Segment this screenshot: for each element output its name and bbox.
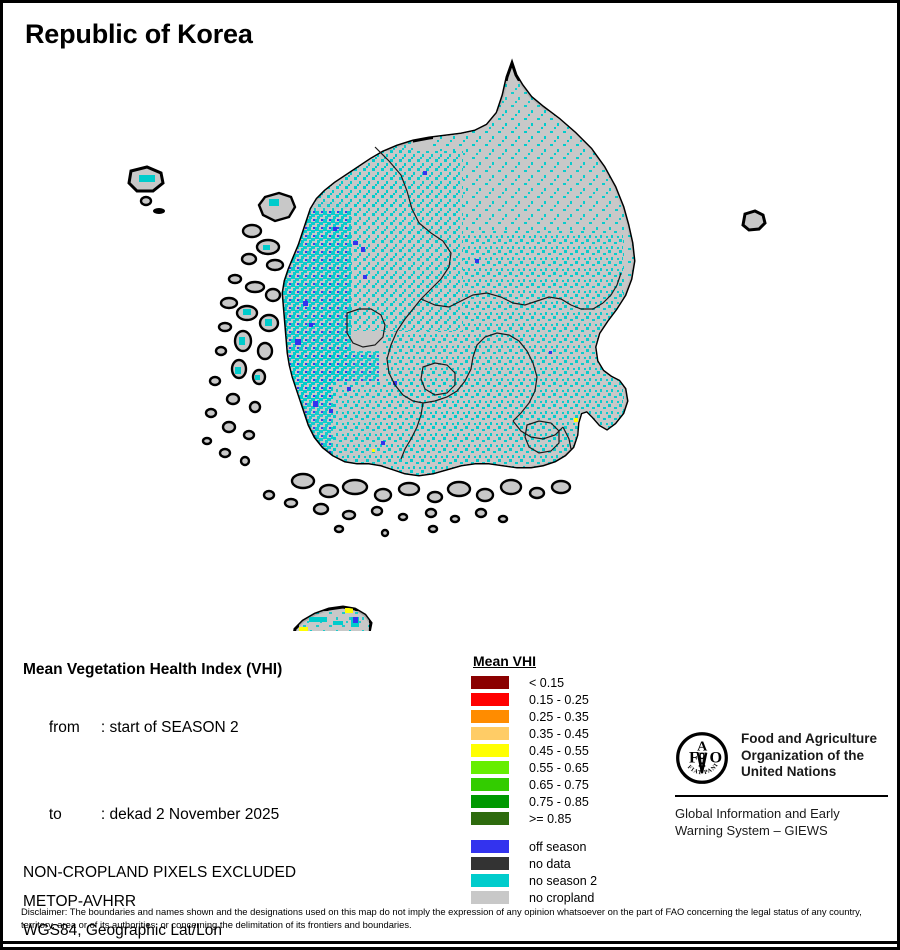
legend-status-label: off season bbox=[529, 839, 587, 854]
legend-class-list: < 0.15 0.15 - 0.25 0.25 - 0.35 0.35 - 0.45 0… bbox=[471, 674, 671, 827]
info-from-label: from bbox=[48, 719, 80, 736]
svg-text:A: A bbox=[697, 738, 708, 754]
disclaimer-text: Disclaimer: The boundaries and names sho… bbox=[21, 906, 862, 930]
fao-organization-name: Food and Agriculture Organization of the… bbox=[741, 731, 877, 781]
legend-spacer bbox=[471, 827, 671, 838]
legend-class-label: 0.15 - 0.25 bbox=[529, 692, 589, 707]
legend-class-row[interactable]: 0.65 - 0.75 bbox=[471, 776, 671, 793]
legend-class-label: 0.55 - 0.65 bbox=[529, 760, 589, 775]
baengnyeongdo-islands bbox=[127, 165, 165, 214]
legend-class-swatch bbox=[471, 693, 509, 706]
legend-class-label: < 0.15 bbox=[529, 675, 565, 690]
map-legend: Mean VHI < 0.15 0.15 - 0.25 0.25 - 0.35 0.3… bbox=[471, 653, 671, 906]
map-canvas[interactable] bbox=[3, 51, 897, 631]
legend-class-label: >= 0.85 bbox=[529, 811, 572, 826]
legend-class-row[interactable]: 0.25 - 0.35 bbox=[471, 708, 671, 725]
legend-title: Mean VHI bbox=[473, 653, 537, 669]
legend-class-row[interactable]: >= 0.85 bbox=[471, 810, 671, 827]
vhi-yellow-pixels bbox=[372, 418, 578, 452]
info-projection: WGS84, Geographic Lat/Lon bbox=[23, 922, 223, 939]
map-info-block: Mean Vegetation Health Index (VHI) from:… bbox=[23, 655, 453, 945]
page-title: Republic of Korea bbox=[25, 19, 253, 49]
island-cropland-pixels bbox=[235, 199, 279, 380]
legend-status-swatch bbox=[471, 857, 509, 870]
jeju-off-season-pixels bbox=[353, 617, 358, 623]
korea-map-svg bbox=[3, 51, 897, 631]
info-row-from: from : start of SEASON 2 bbox=[23, 684, 453, 771]
legend-status-swatch bbox=[471, 891, 509, 904]
legend-class-row[interactable]: 0.55 - 0.65 bbox=[471, 759, 671, 776]
legend-class-row[interactable]: 0.45 - 0.55 bbox=[471, 742, 671, 759]
info-from-value: : start of SEASON 2 bbox=[100, 719, 239, 736]
mainland-korea bbox=[281, 58, 636, 477]
info-to-label: to bbox=[48, 806, 62, 823]
fao-system-line-2: Warning System – GIEWS bbox=[675, 823, 828, 838]
info-to-value: : dekad 2 November 2025 bbox=[100, 806, 280, 823]
legend-status-swatch bbox=[471, 874, 509, 887]
legend-class-swatch bbox=[471, 812, 509, 825]
south-coast-islands bbox=[262, 472, 572, 538]
legend-class-swatch bbox=[471, 761, 509, 774]
info-heading: Mean Vegetation Health Index (VHI) bbox=[23, 661, 283, 678]
legend-class-label: 0.75 - 0.85 bbox=[529, 794, 589, 809]
fao-org-line-1: Food and Agriculture bbox=[741, 731, 877, 746]
legend-class-row[interactable]: < 0.15 bbox=[471, 674, 671, 691]
info-sensor: METOP-AVHRR bbox=[23, 893, 137, 910]
bottom-rule bbox=[3, 941, 897, 944]
legend-class-swatch bbox=[471, 710, 509, 723]
legend-class-swatch bbox=[471, 676, 509, 689]
jeju-island bbox=[293, 605, 373, 631]
legend-class-swatch bbox=[471, 744, 509, 757]
fao-divider bbox=[675, 795, 888, 797]
legend-class-row[interactable]: 0.35 - 0.45 bbox=[471, 725, 671, 742]
legend-status-label: no cropland bbox=[529, 890, 595, 905]
fao-system-name: Global Information and Early Warning Sys… bbox=[675, 805, 890, 839]
legend-status-row[interactable]: no season 2 bbox=[471, 872, 671, 889]
legend-class-swatch bbox=[471, 778, 509, 791]
legend-status-row[interactable]: no data bbox=[471, 855, 671, 872]
legend-status-row[interactable]: off season bbox=[471, 838, 671, 855]
legend-class-label: 0.65 - 0.75 bbox=[529, 777, 589, 792]
legend-class-label: 0.45 - 0.55 bbox=[529, 743, 589, 758]
jeju-yellow-pixels bbox=[299, 608, 353, 631]
ulleungdo-island bbox=[741, 209, 767, 232]
fao-branding: F A O FIAT PANIS Food and Agriculture Or… bbox=[675, 731, 890, 839]
fao-org-line-3: United Nations bbox=[741, 764, 837, 779]
province-boundaries bbox=[346, 146, 622, 460]
west-coast-islands bbox=[201, 191, 297, 467]
fao-org-line-2: Organization of the bbox=[741, 747, 864, 763]
legend-class-label: 0.35 - 0.45 bbox=[529, 726, 589, 741]
svg-text:F: F bbox=[689, 748, 699, 766]
fao-logo-icon: F A O FIAT PANIS bbox=[675, 731, 728, 784]
legend-class-swatch bbox=[471, 727, 509, 740]
legend-class-row[interactable]: 0.75 - 0.85 bbox=[471, 793, 671, 810]
legend-class-swatch bbox=[471, 795, 509, 808]
legend-status-label: no data bbox=[529, 856, 571, 871]
fao-system-line-1: Global Information and Early bbox=[675, 806, 840, 821]
legend-class-label: 0.25 - 0.35 bbox=[529, 709, 589, 724]
legend-status-label: no season 2 bbox=[529, 873, 598, 888]
legend-status-swatch bbox=[471, 840, 509, 853]
svg-text:O: O bbox=[710, 748, 723, 766]
legend-class-row[interactable]: 0.15 - 0.25 bbox=[471, 691, 671, 708]
info-row-to: to : dekad 2 November 2025 bbox=[23, 771, 453, 858]
legend-status-list: off season no data no season 2 no cropland bbox=[471, 838, 671, 906]
info-excluded: NON-CROPLAND PIXELS EXCLUDED bbox=[23, 864, 297, 881]
legend-status-row[interactable]: no cropland bbox=[471, 889, 671, 906]
